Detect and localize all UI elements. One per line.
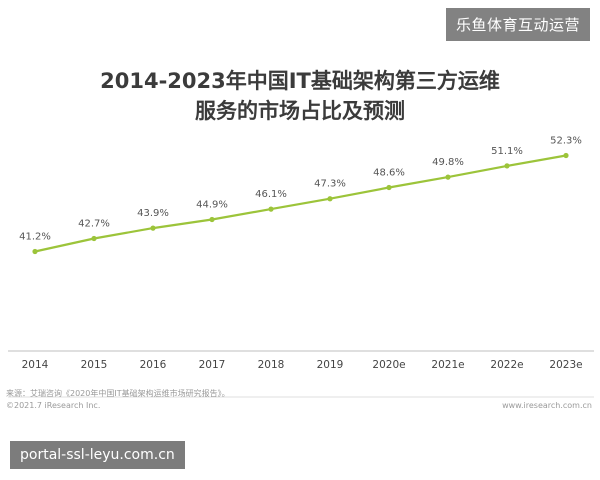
watermark-bottom: portal-ssl-leyu.com.cn	[10, 441, 185, 469]
x-tick-label: 2015	[81, 359, 108, 371]
footer-url: www.iresearch.com.cn	[502, 401, 592, 410]
x-tick-label: 2020e	[372, 359, 405, 371]
data-label: 44.9%	[196, 199, 228, 210]
chart-title-line-1: 2014-2023年中国IT基础架构第三方运维	[100, 69, 500, 93]
data-label: 41.2%	[19, 232, 51, 243]
x-tick-label: 2018	[258, 359, 285, 371]
watermark-top: 乐鱼体育互动运营	[445, 8, 590, 41]
x-tick-label: 2019	[317, 359, 344, 371]
data-label: 47.3%	[314, 179, 346, 190]
data-label: 48.6%	[373, 167, 405, 178]
data-point	[563, 152, 569, 159]
data-label: 52.3%	[550, 135, 582, 146]
data-point	[504, 163, 510, 169]
data-label: 43.9%	[137, 208, 169, 219]
x-tick-label: 2014	[22, 359, 49, 371]
footer-copyright: ©2021.7 iResearch Inc.	[6, 401, 101, 410]
data-point	[445, 174, 451, 180]
data-point	[327, 196, 333, 202]
data-point	[32, 248, 38, 255]
x-tick-label: 2022e	[490, 359, 523, 371]
data-point	[209, 216, 215, 223]
x-tick-label: 2023e	[549, 359, 582, 371]
footer-source: 来源：艾瑞咨询《2020年中国IT基础架构运维市场研究报告》。	[6, 389, 230, 398]
data-point	[150, 225, 156, 231]
chart-title: 2014-2023年中国IT基础架构第三方运维 服务的市场占比及预测	[0, 66, 600, 126]
data-point	[386, 184, 392, 191]
data-label: 49.8%	[432, 157, 464, 168]
series-line	[34, 154, 567, 253]
data-point	[268, 206, 274, 212]
data-label: 46.1%	[255, 189, 287, 200]
x-tick-label: 2017	[199, 359, 226, 371]
x-tick-label: 2021e	[431, 359, 464, 371]
x-tick-label: 2016	[140, 359, 167, 371]
chart-title-line-2: 服务的市场占比及预测	[195, 99, 405, 123]
data-point	[91, 235, 97, 242]
data-label: 51.1%	[491, 146, 523, 157]
data-label: 42.7%	[78, 219, 110, 230]
